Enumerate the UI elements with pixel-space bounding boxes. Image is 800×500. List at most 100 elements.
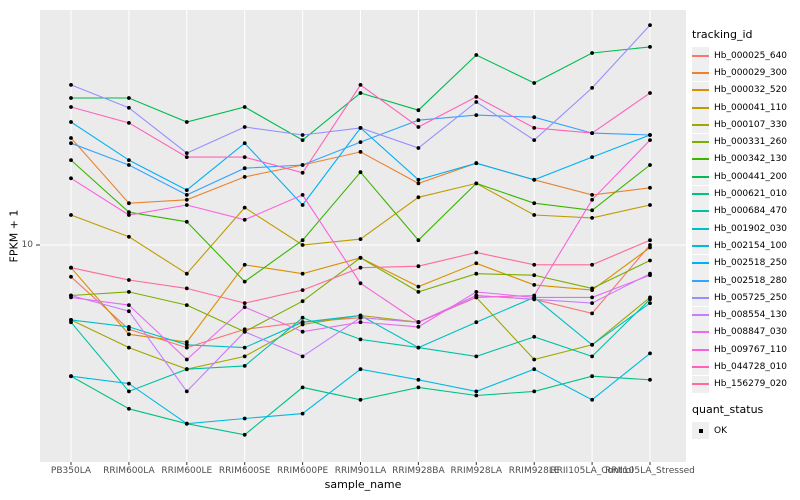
data-point: [184, 120, 189, 124]
data-point: [358, 237, 363, 242]
data-point: [126, 96, 131, 100]
legend-item: Hb_000441_200: [692, 168, 798, 186]
data-point: [648, 351, 652, 356]
data-point: [300, 411, 305, 416]
data-point: [358, 140, 363, 145]
x-tick-label: RRIM600LA: [103, 466, 155, 476]
data-point: [590, 131, 594, 136]
data-point: [242, 141, 247, 146]
data-point: [416, 195, 421, 200]
data-point: [300, 138, 305, 143]
legend-color-line: [692, 89, 709, 92]
legend-key-swatch: [692, 64, 709, 82]
data-point: [69, 105, 73, 109]
x-tick-label: RRIM901LA: [334, 466, 387, 476]
data-point: [474, 393, 479, 398]
data-point: [184, 389, 189, 394]
data-point: [416, 264, 421, 269]
data-point: [184, 340, 189, 344]
data-point: [648, 245, 652, 250]
legend-key-swatch: [692, 341, 709, 359]
data-point: [300, 238, 305, 243]
data-point: [532, 334, 537, 339]
data-point: [69, 83, 73, 87]
black-point-icon: [698, 428, 703, 433]
data-point: [242, 416, 247, 421]
panel-background: [40, 10, 686, 462]
data-point: [184, 342, 189, 347]
data-point: [532, 115, 537, 120]
legend-color-line: [692, 314, 709, 317]
data-point: [474, 161, 479, 166]
legend-item-label: Hb_000684_470: [714, 206, 788, 217]
data-point: [300, 271, 305, 276]
data-point: [648, 163, 652, 167]
legend-item: Hb_156279_020: [692, 375, 798, 393]
data-point: [648, 45, 652, 49]
legend-item-label: Hb_008847_030: [714, 327, 788, 338]
data-point: [69, 96, 73, 100]
legend-item: Hb_000025_640: [692, 47, 798, 65]
data-point: [532, 177, 537, 182]
legend-item: Hb_002518_280: [692, 272, 798, 289]
data-point: [300, 163, 305, 167]
legend-item-label: Hb_009767_110: [714, 344, 788, 355]
legend-color-line: [692, 365, 709, 368]
legend-item-label: Hb_000342_130: [714, 154, 788, 165]
data-point: [69, 176, 73, 181]
data-point: [416, 118, 421, 123]
data-point: [126, 325, 131, 329]
legend-title-quant-status: quant_status: [692, 402, 764, 416]
data-point: [300, 329, 305, 334]
data-point: [532, 367, 537, 372]
legend-item-label: Hb_001902_030: [714, 223, 788, 234]
legend-key-swatch: [692, 150, 709, 168]
data-point: [532, 126, 537, 130]
x-tick-label: RRIM928LA: [450, 466, 503, 476]
data-point: [69, 141, 73, 146]
data-point: [184, 219, 189, 224]
data-point: [242, 175, 247, 179]
legend-item: Hb_001902_030: [692, 220, 798, 238]
legend-item: Hb_000107_330: [692, 116, 798, 134]
legend-color-line: [692, 348, 709, 351]
legend-color-line: [692, 227, 709, 230]
data-point: [648, 23, 652, 27]
x-tick-label: PB350LA: [50, 466, 92, 476]
data-point: [69, 274, 73, 279]
legend-key-swatch: [692, 81, 709, 99]
data-point: [474, 53, 479, 57]
legend-color-line: [692, 296, 709, 299]
data-point: [648, 91, 652, 95]
data-point: [126, 105, 131, 110]
legend-color-line: [692, 158, 709, 161]
data-point: [69, 158, 73, 163]
legend-item-quant: OK: [692, 422, 798, 440]
data-point: [648, 301, 652, 305]
legend-key-swatch: [692, 202, 709, 220]
data-point: [126, 332, 131, 337]
data-point: [184, 151, 189, 156]
data-point: [126, 213, 131, 217]
data-point: [126, 201, 131, 206]
data-point: [300, 299, 305, 304]
data-point: [590, 155, 594, 160]
data-point: [416, 345, 421, 350]
data-point: [590, 342, 594, 347]
legend-color-line: [692, 106, 709, 109]
data-point: [590, 295, 594, 300]
data-point: [300, 320, 305, 325]
legend-key-swatch: [692, 272, 709, 289]
legend-item: Hb_000684_470: [692, 202, 798, 220]
legend-color-line: [692, 244, 709, 247]
data-point: [416, 320, 421, 325]
data-point: [242, 262, 247, 267]
data-point: [648, 377, 652, 382]
legend-key-swatch: [692, 220, 709, 238]
x-tick-label: RRIM600SE: [218, 466, 271, 476]
legend-item-label: Hb_002518_250: [714, 258, 788, 269]
data-point: [648, 138, 652, 143]
data-point: [242, 125, 247, 129]
legend-key-swatch: [692, 375, 709, 393]
